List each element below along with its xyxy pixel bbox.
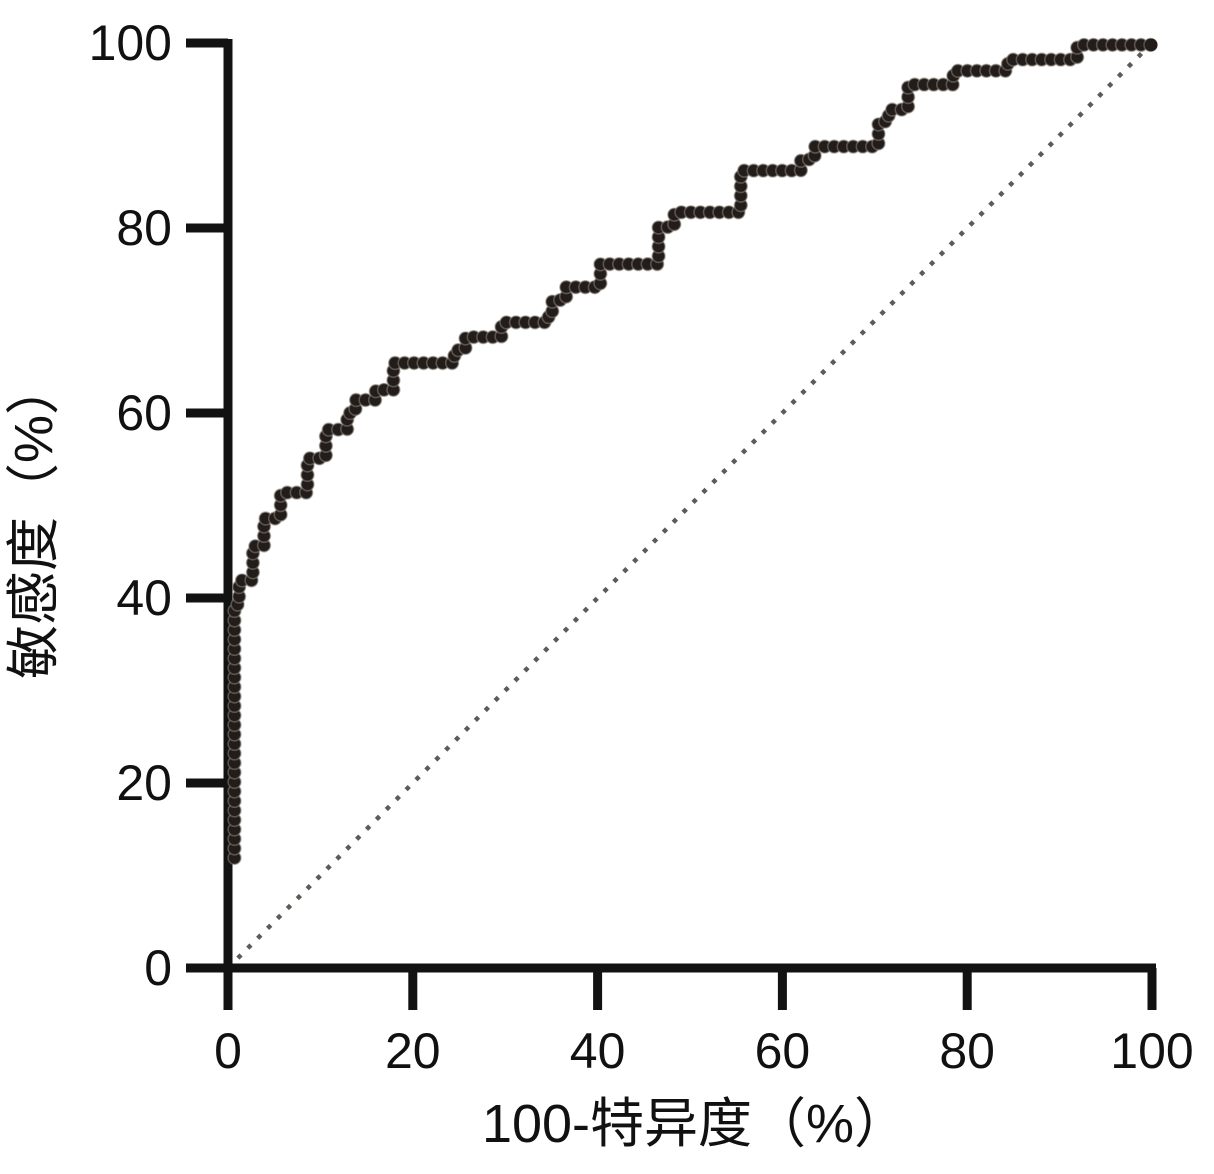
curve-dot [1144, 38, 1158, 52]
x-tick-label: 40 [570, 1023, 626, 1079]
y-tick-label: 40 [116, 570, 172, 626]
reference-diagonal-line [226, 41, 1154, 970]
x-tick-label: 20 [385, 1023, 441, 1079]
x-tick-label: 80 [939, 1023, 995, 1079]
x-axis-title: 100-特异度（%） [482, 1094, 908, 1154]
y-axis-title: 敏感度（%） [4, 361, 64, 679]
y-tick-label: 80 [116, 200, 172, 256]
x-tick-label: 60 [755, 1023, 811, 1079]
y-tick-label: 100 [89, 15, 172, 71]
x-tick-label: 100 [1110, 1023, 1193, 1079]
y-tick-label: 0 [144, 940, 172, 996]
tick-labels: 0 20 40 60 80 100 0 20 40 60 80 100 [89, 15, 1194, 1079]
y-tick-label: 60 [116, 385, 172, 441]
roc-curve [232, 42, 1154, 861]
roc-curve-dots [227, 37, 1158, 866]
x-tick-label: 0 [214, 1023, 242, 1079]
y-tick-label: 20 [116, 755, 172, 811]
